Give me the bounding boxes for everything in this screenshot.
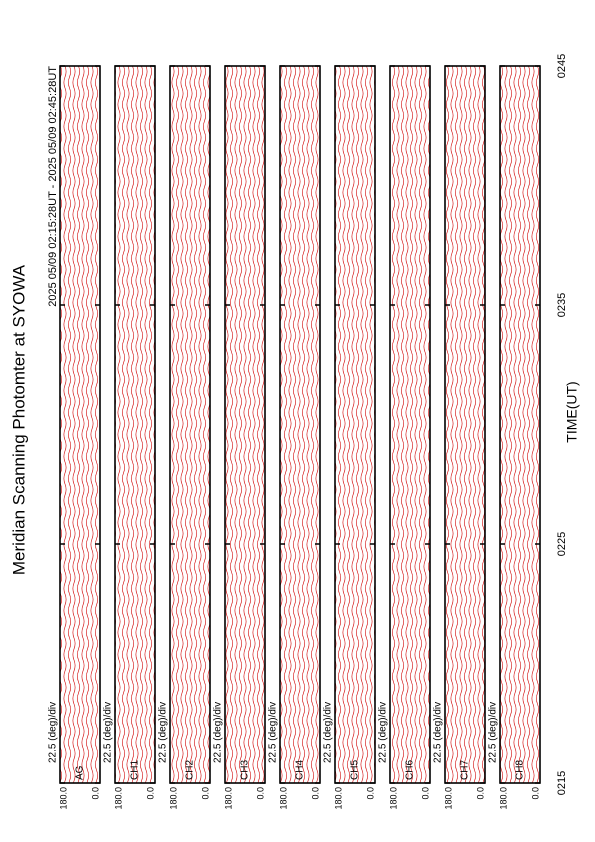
x-tick-label: 0235 (556, 293, 568, 317)
panel-traces (60, 66, 100, 783)
scale-label: 22.5 (deg)/div (323, 702, 334, 763)
scale-label: 22.5 (deg)/div (433, 702, 444, 763)
y-tick-label: 0.0 (420, 787, 430, 800)
x-axis-label: TIME(UT) (564, 381, 580, 442)
scale-label: 22.5 (deg)/div (48, 702, 59, 763)
panel-frame (224, 65, 266, 784)
y-tick-label: 180.0 (498, 787, 508, 810)
x-tick-label: 0245 (556, 54, 568, 78)
panel-traces (225, 66, 265, 783)
panel-frame (389, 65, 431, 784)
channel-label: CH1 (130, 760, 141, 780)
panel-traces (390, 66, 430, 783)
channel-label: CH2 (185, 760, 196, 780)
panel-traces (500, 66, 540, 783)
panel-traces (280, 66, 320, 783)
panel-traces (335, 66, 375, 783)
y-tick-label: 180.0 (278, 787, 288, 810)
channel-label: CH6 (405, 760, 416, 780)
y-tick-label: 0.0 (310, 787, 320, 800)
panel-traces (445, 66, 485, 783)
scale-label: 22.5 (deg)/div (158, 702, 169, 763)
scale-label: 22.5 (deg)/div (378, 702, 389, 763)
channel-label: AG (75, 765, 86, 780)
panel-frame (334, 65, 376, 784)
panel-traces (170, 66, 210, 783)
panel-frame (169, 65, 211, 784)
scale-label: 22.5 (deg)/div (103, 702, 114, 763)
y-tick-label: 0.0 (200, 787, 210, 800)
y-tick-label: 0.0 (365, 787, 375, 800)
y-tick-label: 180.0 (388, 787, 398, 810)
panel-frame (59, 65, 101, 784)
panel-frame (499, 65, 541, 784)
y-tick-label: 0.0 (90, 787, 100, 800)
panel-frame (444, 65, 486, 784)
scale-label: 22.5 (deg)/div (268, 702, 279, 763)
channel-label: CH8 (515, 760, 526, 780)
y-tick-label: 180.0 (168, 787, 178, 810)
chart-title: Meridian Scanning Photomter at SYOWA (9, 264, 28, 575)
scale-label: 22.5 (deg)/div (488, 702, 499, 763)
y-tick-label: 0.0 (475, 787, 485, 800)
x-tick-label: 0225 (556, 532, 568, 556)
chart-subtitle: 2025 05/09 02:15:28UT - 2025 05/09 02:45… (47, 66, 59, 307)
x-tick-label: 0215 (556, 771, 568, 795)
y-tick-label: 0.0 (145, 787, 155, 800)
y-tick-label: 180.0 (333, 787, 343, 810)
y-tick-label: 180.0 (223, 787, 233, 810)
channel-label: CH5 (350, 760, 361, 780)
y-tick-label: 180.0 (58, 787, 68, 810)
panel-frame (279, 65, 321, 784)
channel-label: CH4 (295, 760, 306, 780)
panel-frame (114, 65, 156, 784)
y-tick-label: 180.0 (443, 787, 453, 810)
channel-label: CH7 (460, 760, 471, 780)
channel-label: CH3 (240, 760, 251, 780)
panel-traces (115, 66, 155, 783)
y-tick-label: 0.0 (530, 787, 540, 800)
y-tick-label: 0.0 (255, 787, 265, 800)
scale-label: 22.5 (deg)/div (213, 702, 224, 763)
y-tick-label: 180.0 (113, 787, 123, 810)
